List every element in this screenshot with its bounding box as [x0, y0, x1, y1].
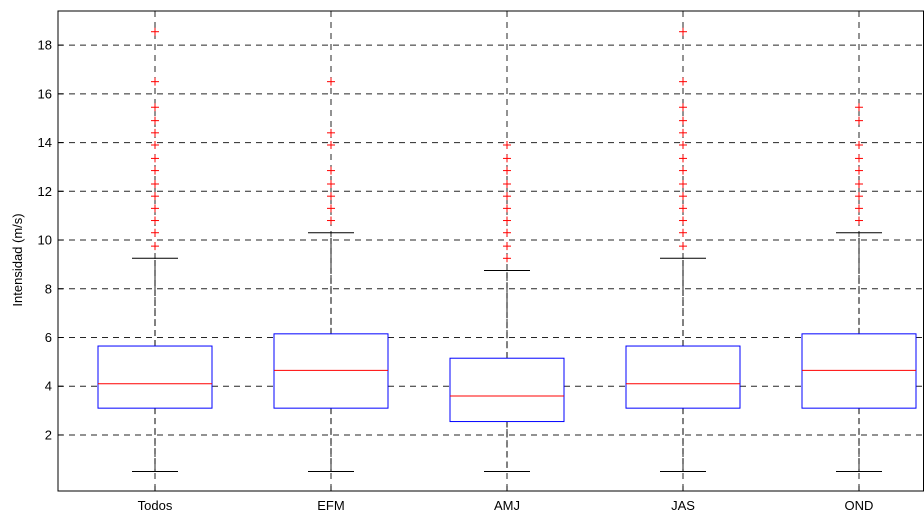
outlier-point	[679, 77, 687, 86]
outlier-point	[151, 204, 159, 213]
outlier-point	[151, 179, 159, 188]
outlier-point	[503, 204, 511, 213]
outlier-point	[855, 154, 863, 163]
outlier-point	[503, 216, 511, 225]
outlier-point	[855, 116, 863, 125]
outlier-point	[679, 228, 687, 237]
outlier-point	[151, 77, 159, 86]
outlier-point	[151, 228, 159, 237]
outlier-point	[327, 166, 335, 175]
outlier-point	[679, 204, 687, 213]
outlier-point	[679, 179, 687, 188]
outlier-point	[679, 242, 687, 251]
outlier-point	[855, 204, 863, 213]
box-group	[801, 103, 917, 473]
axis-layer: 2 4 6 8 10 12 14 16 18 Todos EFM AMJ JAS OND	[38, 10, 924, 513]
outlier-point	[679, 154, 687, 163]
outlier-point	[679, 27, 687, 36]
outlier-point	[503, 179, 511, 188]
outlier-point	[151, 116, 159, 125]
x-tick-label: EFM	[317, 498, 344, 513]
outlier-point	[855, 141, 863, 150]
outlier-point	[151, 141, 159, 150]
y-tick-label: 12	[38, 184, 52, 199]
outlier-point	[151, 103, 159, 112]
y-tick-label: 18	[38, 38, 52, 53]
box-group	[625, 27, 741, 473]
outlier-point	[503, 166, 511, 175]
y-axis-label: Intensidad (m/s)	[10, 213, 25, 306]
outlier-point	[679, 192, 687, 201]
y-tick-label: 2	[45, 427, 52, 442]
box-layer	[97, 27, 917, 473]
outlier-point	[151, 154, 159, 163]
y-tick-label: 8	[45, 281, 52, 296]
outlier-point	[503, 141, 511, 150]
box-group	[273, 77, 389, 473]
outlier-point	[503, 154, 511, 163]
outlier-point	[327, 204, 335, 213]
outlier-point	[855, 103, 863, 112]
outlier-point	[679, 128, 687, 137]
outlier-point	[327, 128, 335, 137]
outlier-point	[151, 192, 159, 201]
outlier-point	[151, 27, 159, 36]
outlier-point	[327, 192, 335, 201]
iqr-box	[801, 333, 917, 409]
x-tick-label: AMJ	[494, 498, 520, 513]
outlier-point	[855, 179, 863, 188]
box-group	[449, 141, 565, 473]
x-tick-label: JAS	[671, 498, 695, 513]
iqr-box	[97, 345, 213, 409]
x-tick-label: Todos	[138, 498, 173, 513]
outlier-point	[855, 166, 863, 175]
outlier-point	[855, 192, 863, 201]
iqr-box	[625, 345, 741, 409]
outlier-point	[503, 242, 511, 251]
outlier-point	[327, 216, 335, 225]
box-group	[97, 27, 213, 473]
outlier-point	[679, 141, 687, 150]
iqr-box	[273, 333, 389, 409]
outlier-point	[151, 128, 159, 137]
iqr-box	[449, 357, 565, 423]
x-tick-label: OND	[845, 498, 874, 513]
outlier-point	[679, 116, 687, 125]
outlier-point	[503, 192, 511, 201]
y-tick-label: 14	[38, 135, 52, 150]
outlier-point	[679, 216, 687, 225]
outlier-point	[503, 228, 511, 237]
outlier-point	[151, 216, 159, 225]
outlier-point	[151, 166, 159, 175]
outlier-point	[855, 216, 863, 225]
y-tick-label: 6	[45, 330, 52, 345]
outlier-point	[327, 179, 335, 188]
y-tick-label: 4	[45, 379, 52, 394]
outlier-point	[679, 166, 687, 175]
outlier-point	[327, 77, 335, 86]
outlier-point	[679, 103, 687, 112]
outlier-point	[503, 254, 511, 263]
outlier-point	[151, 242, 159, 251]
outlier-point	[327, 141, 335, 150]
y-tick-label: 10	[38, 233, 52, 248]
y-tick-label: 16	[38, 86, 52, 101]
